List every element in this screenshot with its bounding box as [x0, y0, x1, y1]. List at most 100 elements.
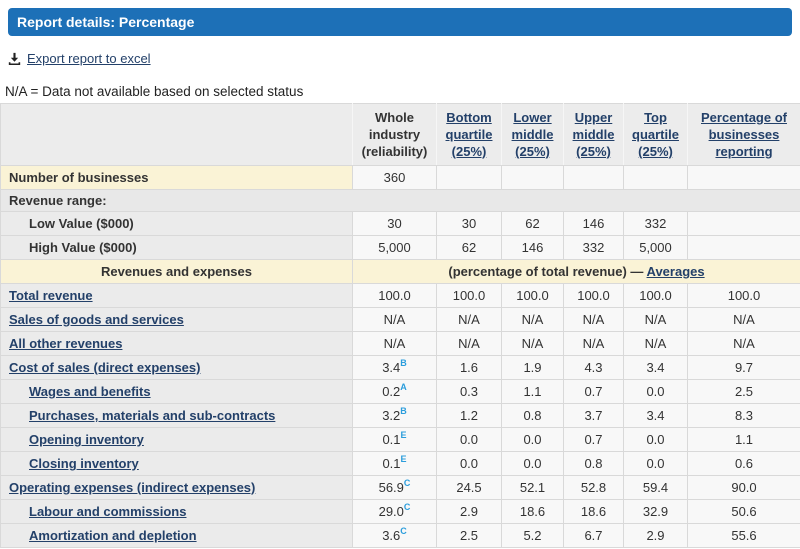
- row-label-link[interactable]: Operating expenses (indirect expenses): [9, 480, 255, 495]
- averages-link[interactable]: Averages: [647, 264, 705, 279]
- col-pct-businesses-link[interactable]: Percentage of businesses reporting: [701, 110, 787, 159]
- page-title: Report details: Percentage: [8, 8, 792, 36]
- value-cell: 146: [564, 212, 624, 236]
- averages-note-text: (percentage of total revenue) —: [448, 264, 646, 279]
- download-icon: [8, 52, 21, 65]
- value-cell: 18.6: [564, 500, 624, 524]
- value-cell: 3.4B: [353, 356, 437, 380]
- value-cell: 0.8: [502, 404, 564, 428]
- row-label-link[interactable]: Cost of sales (direct expenses): [9, 360, 200, 375]
- value-cell: 56.9C: [353, 476, 437, 500]
- value-cell: 100.0: [437, 284, 502, 308]
- col-bottom-quartile-link[interactable]: Bottom quartile (25%): [446, 110, 493, 159]
- col-top-quartile-link[interactable]: Top quartile (25%): [632, 110, 679, 159]
- value-cell: 332: [624, 212, 688, 236]
- value-cell: 29.0C: [353, 500, 437, 524]
- value-cell: 3.4: [624, 356, 688, 380]
- col-upper-middle-link[interactable]: Upper middle (25%): [573, 110, 615, 159]
- value-cell: 2.9: [624, 524, 688, 548]
- value-cell: N/A: [564, 308, 624, 332]
- value-cell: 1.1: [688, 428, 800, 452]
- row-label-link[interactable]: Sales of goods and services: [9, 312, 184, 327]
- value-cell: 5,000: [624, 236, 688, 260]
- row-label-link[interactable]: Labour and commissions: [29, 504, 186, 519]
- value-cell: 0.0: [624, 380, 688, 404]
- reliability-flag: C: [404, 502, 411, 512]
- corner-cell: [1, 104, 353, 166]
- row-label-link[interactable]: Purchases, materials and sub-contracts: [29, 408, 275, 423]
- value-cell: [688, 212, 800, 236]
- value-cell: 0.0: [624, 452, 688, 476]
- table-row: Operating expenses (indirect expenses) 56…: [1, 476, 800, 500]
- value-cell: 0.3: [437, 380, 502, 404]
- page-title-text: Report details: Percentage: [17, 14, 194, 30]
- value-cell: N/A: [353, 332, 437, 356]
- row-label-cell: All other revenues: [1, 332, 353, 356]
- value-cell: [624, 166, 688, 190]
- col-whole-industry: Whole industry (reliability): [353, 104, 437, 166]
- value-cell: 90.0: [688, 476, 800, 500]
- value-cell: N/A: [502, 332, 564, 356]
- value-cell: 18.6: [502, 500, 564, 524]
- table-row: Revenue range:: [1, 190, 800, 212]
- col-lower-middle: Lower middle (25%): [502, 104, 564, 166]
- value-cell: 5,000: [353, 236, 437, 260]
- row-label-cell: High Value ($000): [1, 236, 353, 260]
- value-cell: 0.7: [564, 428, 624, 452]
- value-cell: [688, 236, 800, 260]
- col-whole-industry-label: Whole industry (reliability): [362, 110, 428, 159]
- row-label-link[interactable]: Wages and benefits: [29, 384, 151, 399]
- value-cell: 0.1E: [353, 452, 437, 476]
- na-note: N/A = Data not available based on select…: [5, 85, 800, 99]
- col-top-quartile: Top quartile (25%): [624, 104, 688, 166]
- table-header-row: Whole industry (reliability) Bottom quar…: [1, 104, 800, 166]
- value-cell: 3.4: [624, 404, 688, 428]
- value-cell: 0.1E: [353, 428, 437, 452]
- value-cell: 8.3: [688, 404, 800, 428]
- row-label-link[interactable]: All other revenues: [9, 336, 122, 351]
- value-cell: 3.6C: [353, 524, 437, 548]
- value-cell: 0.7: [564, 380, 624, 404]
- value-cell: 0.2A: [353, 380, 437, 404]
- value-cell: 32.9: [624, 500, 688, 524]
- reliability-flag: A: [400, 382, 407, 392]
- row-label-link[interactable]: Total revenue: [9, 288, 93, 303]
- value-cell: N/A: [564, 332, 624, 356]
- value-cell: N/A: [688, 332, 800, 356]
- row-label-link[interactable]: Closing inventory: [29, 456, 139, 471]
- col-pct-businesses: Percentage of businesses reporting: [688, 104, 800, 166]
- value-cell: 59.4: [624, 476, 688, 500]
- value-cell: 100.0: [502, 284, 564, 308]
- section-row-label: Revenue range:: [1, 190, 800, 212]
- value-cell: 100.0: [624, 284, 688, 308]
- col-upper-middle: Upper middle (25%): [564, 104, 624, 166]
- value-cell: N/A: [353, 308, 437, 332]
- reliability-flag: B: [400, 406, 407, 416]
- row-label-cell: Cost of sales (direct expenses): [1, 356, 353, 380]
- value-cell: N/A: [502, 308, 564, 332]
- value-cell: N/A: [437, 308, 502, 332]
- value-cell: 0.8: [564, 452, 624, 476]
- export-report-link[interactable]: Export report to excel: [27, 51, 151, 66]
- value-cell: N/A: [624, 308, 688, 332]
- row-label-cell: Amortization and depletion: [1, 524, 353, 548]
- value-cell: 100.0: [353, 284, 437, 308]
- row-label-cell: Wages and benefits: [1, 380, 353, 404]
- value-cell: 0.0: [437, 452, 502, 476]
- col-lower-middle-link[interactable]: Lower middle (25%): [512, 110, 554, 159]
- averages-note: (percentage of total revenue) — Averages: [353, 260, 800, 284]
- row-label-cell: Number of businesses: [1, 166, 353, 190]
- value-cell: 50.6: [688, 500, 800, 524]
- row-label-link[interactable]: Opening inventory: [29, 432, 144, 447]
- value-cell: 360: [353, 166, 437, 190]
- value-cell: 30: [437, 212, 502, 236]
